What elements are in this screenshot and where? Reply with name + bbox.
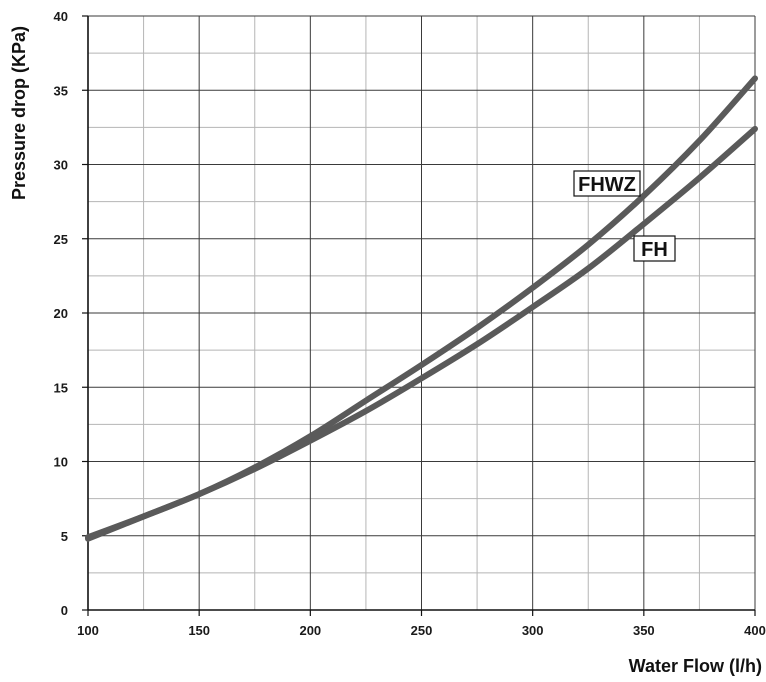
y-tick-label: 35 — [54, 83, 68, 98]
y-tick-label: 0 — [61, 603, 68, 618]
series-label-fh: FH — [633, 235, 676, 262]
series-line-fh — [85, 125, 758, 542]
x-tick-label: 250 — [411, 623, 433, 638]
series-label-fhwz-text: FHWZ — [578, 174, 636, 196]
x-tick-labels: 100 150 200 250 300 350 400 — [77, 623, 766, 638]
series-label-fhwz-box — [573, 170, 641, 197]
x-tick-label: 100 — [77, 623, 99, 638]
axes — [82, 15, 756, 616]
x-tick-label: 200 — [299, 623, 321, 638]
y-tick-label: 5 — [61, 529, 68, 544]
y-tick-label: 10 — [54, 455, 68, 470]
y-tick-label: 15 — [54, 380, 68, 395]
x-tick-label: 400 — [744, 623, 766, 638]
x-tick-label: 150 — [188, 623, 210, 638]
series-lines — [85, 75, 758, 542]
x-tick-label: 350 — [633, 623, 655, 638]
y-axis-title: Pressure drop (KPa) — [9, 26, 29, 200]
x-tick-label: 300 — [522, 623, 544, 638]
series-label-fhwz: FHWZ — [573, 170, 641, 197]
y-tick-label: 30 — [54, 158, 68, 173]
x-axis-title: Water Flow (l/h) — [629, 656, 762, 676]
y-tick-label: 25 — [54, 232, 68, 247]
y-tick-label: 20 — [54, 306, 68, 321]
y-tick-label: 40 — [54, 9, 68, 24]
series-label-fh-box — [633, 235, 676, 262]
series-label-fh-text: FH — [641, 239, 668, 261]
y-tick-labels: 0 5 10 15 20 25 30 35 40 — [54, 9, 68, 618]
